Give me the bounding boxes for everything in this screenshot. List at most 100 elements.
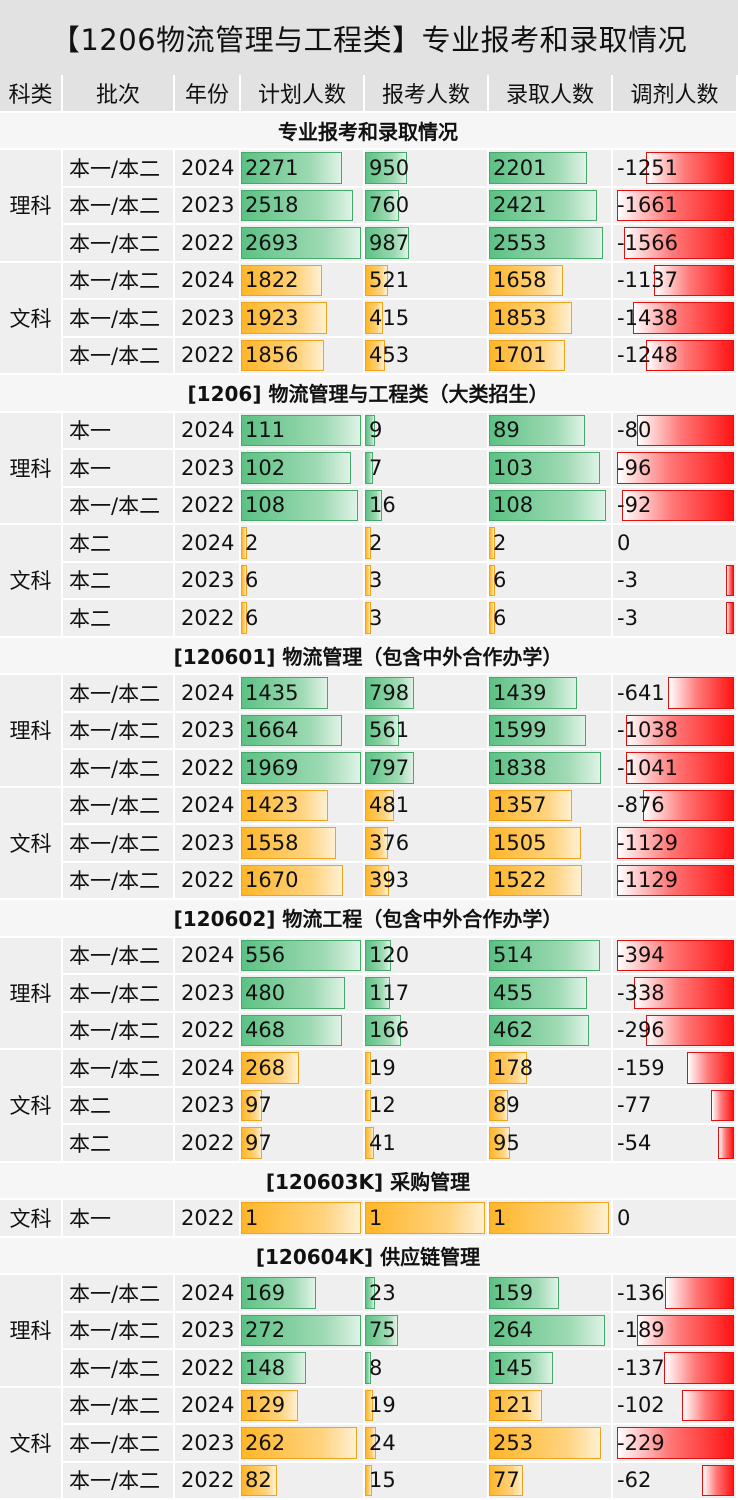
admit-bar	[489, 714, 587, 746]
adjust-bar	[653, 264, 734, 296]
apply-cell: 19	[365, 1387, 489, 1425]
batch-cell: 本一/本二	[63, 1350, 175, 1388]
adjust-header: 调剂人数	[613, 75, 738, 113]
plan-cell: 97	[241, 1087, 365, 1125]
section-title: [1206] 物流管理与工程类（大类招生）	[0, 375, 738, 413]
plan-cell: 480	[241, 975, 365, 1013]
adjust-cell: -338	[613, 975, 738, 1013]
section-title: 专业报考和录取情况	[0, 112, 738, 150]
adjust-label: -137	[617, 1355, 665, 1380]
apply-label: 166	[369, 1018, 410, 1043]
apply-label: 15	[369, 1468, 396, 1493]
apply-cell: 760	[365, 187, 489, 225]
apply-bar	[365, 1277, 376, 1309]
plan-label: 262	[245, 1430, 286, 1455]
plan-cell: 272	[241, 1312, 365, 1350]
admit-label: 1522	[493, 868, 547, 893]
plan-cell: 169	[241, 1275, 365, 1313]
apply-cell: 19	[365, 1050, 489, 1088]
apply-bar	[365, 489, 383, 521]
apply-label: 7	[369, 455, 383, 480]
adjust-bar	[617, 452, 734, 484]
year-cell: 2022	[175, 600, 241, 638]
batch-cell: 本二	[63, 1125, 175, 1163]
plan-label: 1923	[245, 305, 299, 330]
apply-label: 120	[369, 943, 410, 968]
apply-label: 75	[369, 1318, 396, 1343]
apply-bar	[365, 564, 371, 596]
year-cell: 2022	[175, 225, 241, 263]
admit-cell: 145	[489, 1350, 613, 1388]
adjust-bar	[637, 1314, 734, 1346]
admit-bar	[489, 489, 606, 521]
apply-cell: 7	[365, 450, 489, 488]
batch-cell: 本一/本二	[63, 1012, 175, 1050]
admit-cell: 514	[489, 937, 613, 975]
plan-label: 1664	[245, 718, 299, 743]
admit-label: 264	[493, 1318, 534, 1343]
subject-cell: 文科	[0, 1050, 63, 1163]
apply-cell: 2	[365, 525, 489, 563]
adjust-cell: -80	[613, 412, 738, 450]
apply-header: 报考人数	[365, 75, 489, 113]
admit-bar	[489, 302, 572, 334]
year-cell: 2022	[175, 1350, 241, 1388]
batch-cell: 本一/本二	[63, 300, 175, 338]
subject-cell: 文科	[0, 1200, 63, 1238]
apply-bar	[365, 1314, 399, 1346]
adjust-cell: -1248	[613, 337, 738, 375]
plan-cell: 129	[241, 1387, 365, 1425]
plan-bar	[241, 939, 361, 971]
plan-bar	[241, 1089, 262, 1121]
admit-label: 178	[493, 1055, 534, 1080]
admit-cell: 121	[489, 1387, 613, 1425]
admit-label: 77	[493, 1468, 520, 1493]
admit-cell: 1439	[489, 675, 613, 713]
plan-bar	[241, 189, 354, 221]
batch-header: 批次	[63, 75, 175, 113]
admit-label: 159	[493, 1280, 534, 1305]
admit-label: 145	[493, 1355, 534, 1380]
admit-cell: 1599	[489, 712, 613, 750]
apply-bar	[365, 189, 399, 221]
adjust-bar	[717, 1127, 734, 1159]
adjust-bar	[617, 189, 734, 221]
adjust-label: -1251	[617, 155, 679, 180]
batch-cell: 本二	[63, 1087, 175, 1125]
adjust-cell: -54	[613, 1125, 738, 1163]
adjust-label: -1137	[617, 268, 679, 293]
admit-label: 6	[493, 605, 507, 630]
adjust-label: -54	[617, 1130, 652, 1155]
plan-label: 148	[245, 1355, 286, 1380]
adjust-label: -102	[617, 1393, 665, 1418]
plan-bar	[241, 864, 343, 896]
apply-cell: 12	[365, 1087, 489, 1125]
adjust-bar	[643, 789, 734, 821]
adjust-label: -136	[617, 1280, 665, 1305]
year-cell: 2022	[175, 862, 241, 900]
year-cell: 2024	[175, 937, 241, 975]
apply-cell: 9	[365, 412, 489, 450]
adjust-label: -3	[617, 568, 638, 593]
admit-bar	[489, 939, 600, 971]
admit-bar	[489, 1014, 589, 1046]
year-cell: 2023	[175, 1087, 241, 1125]
plan-bar	[241, 1052, 299, 1084]
admit-cell: 89	[489, 1087, 613, 1125]
section-title: [120601] 物流管理（包含中外合作办学）	[0, 637, 738, 675]
plan-label: 2	[245, 530, 259, 555]
apply-bar	[365, 1389, 374, 1421]
apply-cell: 41	[365, 1125, 489, 1163]
batch-cell: 本二	[63, 525, 175, 563]
apply-bar	[365, 602, 371, 634]
apply-bar	[365, 1127, 374, 1159]
adjust-cell: -1041	[613, 750, 738, 788]
adjust-label: -229	[617, 1430, 665, 1455]
adjust-cell: 0	[613, 525, 738, 563]
admit-cell: 1658	[489, 262, 613, 300]
admit-cell: 77	[489, 1462, 613, 1500]
batch-cell: 本一/本二	[63, 787, 175, 825]
admit-bar	[489, 1202, 609, 1234]
apply-bar	[365, 827, 388, 859]
apply-bar	[365, 1089, 371, 1121]
